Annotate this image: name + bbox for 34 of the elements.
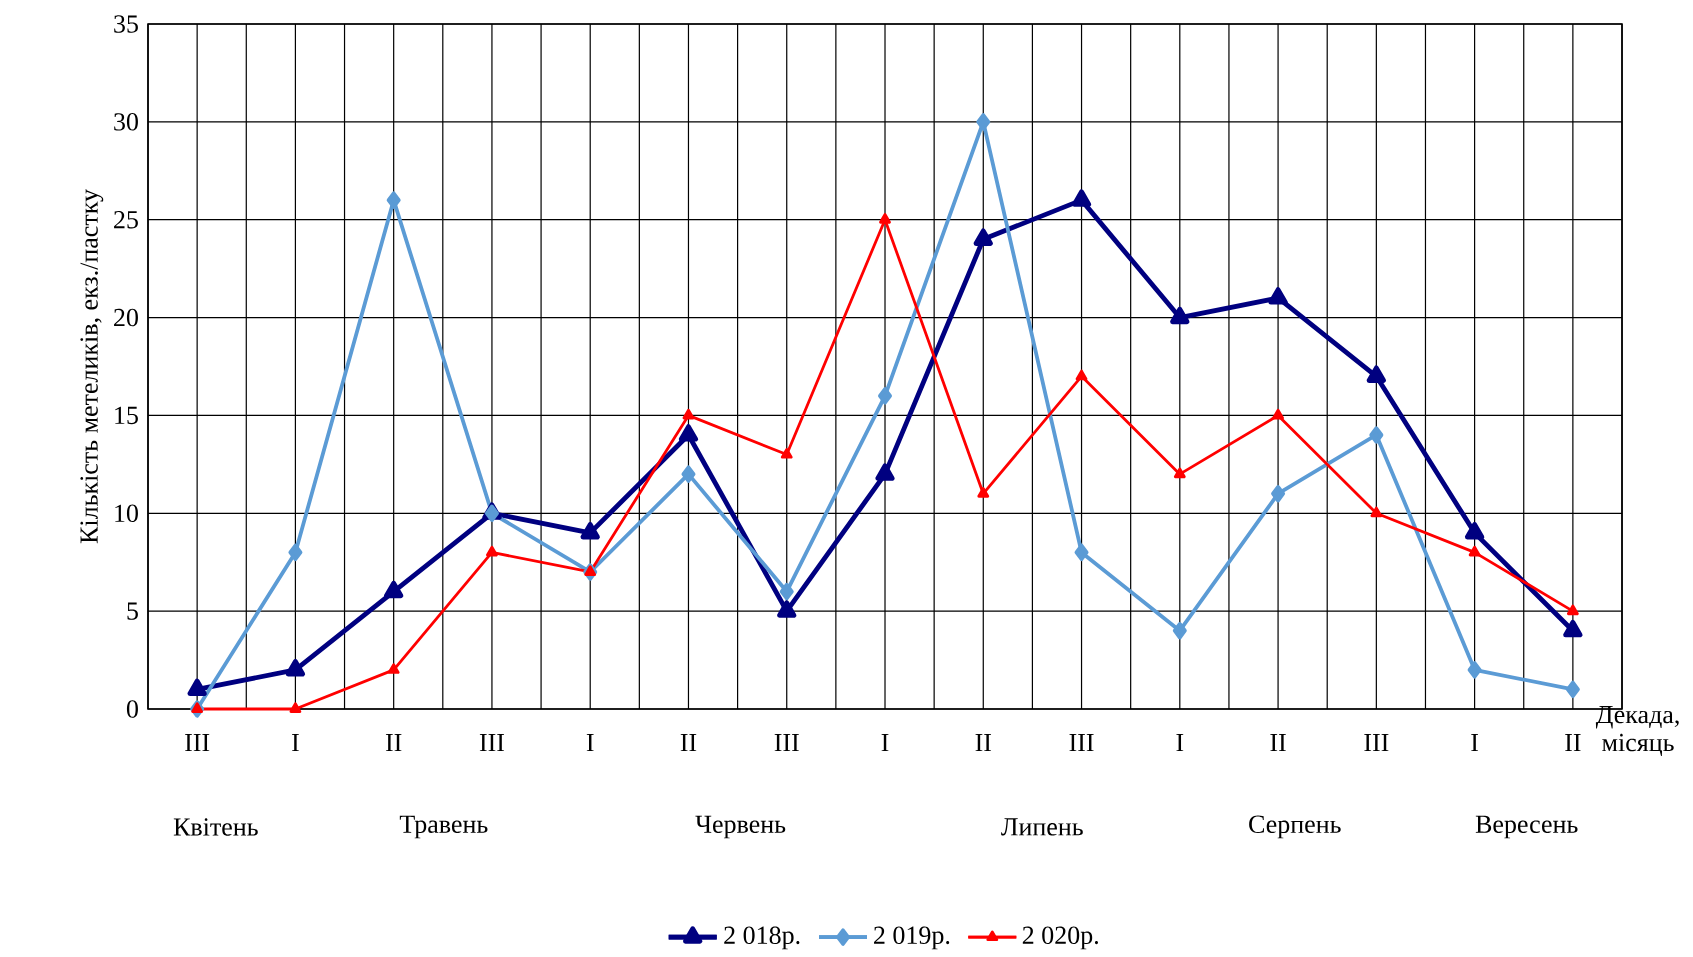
text: Травень	[399, 815, 488, 839]
x-tick-label: I	[586, 734, 594, 752]
x-tick-label: II	[1270, 734, 1286, 752]
y-tick-label: 5	[127, 602, 138, 620]
y-tick-label: 35	[114, 15, 138, 33]
x-axis-title: Декада, місяць	[1595, 706, 1679, 757]
legend-label: 2 020р.	[1022, 926, 1098, 950]
x-tick-label: I	[1176, 734, 1184, 752]
y-tick-label: 30	[114, 113, 138, 131]
x-tick-label: III	[1364, 734, 1389, 752]
x-tick-label: I	[292, 734, 299, 752]
y-tick-label: 15	[115, 406, 138, 425]
text: Вересень	[1475, 815, 1578, 839]
legend-label: 2 018р.	[724, 926, 800, 950]
x-tick-label: III	[1069, 734, 1094, 752]
x-tick-label: II	[975, 734, 992, 752]
y-tick-label: 20	[114, 308, 138, 327]
x-tick-label: III	[479, 734, 505, 752]
text: Серпень	[1249, 815, 1341, 839]
y-tick-label: 25	[114, 210, 138, 229]
y-tick-label: 10	[115, 504, 138, 523]
text: Липень	[1001, 818, 1083, 836]
text: Квітень	[173, 818, 258, 836]
x-tick-label: II	[1565, 734, 1581, 752]
y-tick-label: 0	[126, 700, 138, 718]
text: Червень	[695, 815, 786, 839]
legend-label: 2 019р.	[874, 926, 950, 950]
x-tick-label: II	[680, 734, 697, 752]
x-tick-label: I	[881, 734, 889, 752]
x-tick-label: I	[1471, 734, 1479, 752]
x-tick-label: III	[774, 734, 799, 752]
y-axis-title: Кількість метеликів, екз./пастку	[80, 189, 104, 544]
x-tick-label: III	[185, 734, 210, 752]
x-tick-label: II	[385, 734, 402, 752]
